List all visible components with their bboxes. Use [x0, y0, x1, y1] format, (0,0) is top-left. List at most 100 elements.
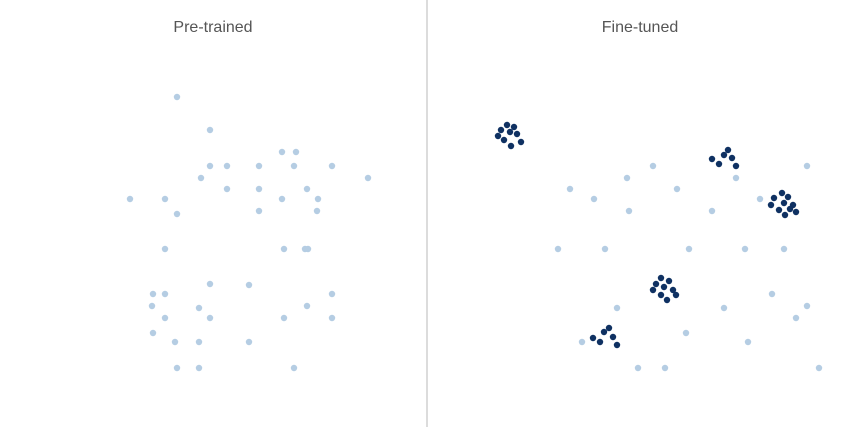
- finetuned-point-s1-18: [768, 202, 774, 208]
- finetuned-point-s1-2: [511, 124, 517, 130]
- finetuned-point-s1-8: [508, 143, 514, 149]
- finetuned-point-s0-3: [733, 175, 739, 181]
- finetuned-point-s0-10: [555, 246, 561, 252]
- finetuned-point-s1-10: [721, 152, 727, 158]
- finetuned-point-s1-21: [776, 207, 782, 213]
- finetuned-point-s0-8: [626, 208, 632, 214]
- finetuned-point-s1-16: [771, 195, 777, 201]
- pretrained-point-s0-14: [127, 196, 133, 202]
- pretrained-point-s0-43: [291, 365, 297, 371]
- finetuned-point-s0-7: [757, 196, 763, 202]
- pretrained-point-s0-26: [246, 282, 252, 288]
- finetuned-point-s1-38: [597, 339, 603, 345]
- finetuned-point-s1-9: [725, 147, 731, 153]
- finetuned-point-s0-22: [745, 339, 751, 345]
- pretrained-point-s0-40: [246, 339, 252, 345]
- pretrained-point-s0-8: [329, 163, 335, 169]
- pretrained-point-s0-35: [281, 315, 287, 321]
- finetuned-point-s1-29: [650, 287, 656, 293]
- pretrained-point-s0-21: [162, 246, 168, 252]
- finetuned-point-s0-24: [662, 365, 668, 371]
- pretrained-point-s0-2: [207, 163, 213, 169]
- finetuned-point-s1-0: [504, 122, 510, 128]
- finetuned-point-s0-14: [781, 246, 787, 252]
- pretrained-point-s0-1: [207, 127, 213, 133]
- finetuned-point-s1-5: [514, 131, 520, 137]
- finetuned-point-s1-39: [614, 342, 620, 348]
- finetuned-point-s0-9: [709, 208, 715, 214]
- pretrained-point-s0-24: [305, 246, 311, 252]
- finetuned-point-s1-35: [601, 329, 607, 335]
- finetuned-point-s0-6: [591, 196, 597, 202]
- finetuned-point-s0-5: [674, 186, 680, 192]
- pretrained-point-s0-5: [279, 149, 285, 155]
- left-panel-title: Pre-trained: [173, 19, 252, 36]
- finetuned-point-s1-3: [507, 129, 513, 135]
- finetuned-point-s1-36: [610, 334, 616, 340]
- finetuned-point-s0-21: [579, 339, 585, 345]
- finetuned-point-s0-18: [804, 303, 810, 309]
- finetuned-point-s1-4: [495, 133, 501, 139]
- pretrained-point-s0-33: [162, 315, 168, 321]
- finetuned-point-s0-11: [602, 246, 608, 252]
- pretrained-point-s0-31: [196, 305, 202, 311]
- pretrained-point-s0-36: [329, 315, 335, 321]
- finetuned-point-s1-23: [793, 209, 799, 215]
- pretrained-point-s0-42: [196, 365, 202, 371]
- pretrained-point-s0-29: [329, 291, 335, 297]
- finetuned-point-s1-6: [501, 137, 507, 143]
- finetuned-point-s0-4: [567, 186, 573, 192]
- pretrained-point-s0-3: [224, 163, 230, 169]
- pretrained-point-s0-30: [149, 303, 155, 309]
- pretrained-point-s0-16: [279, 196, 285, 202]
- finetuned-point-s0-23: [635, 365, 641, 371]
- pretrained-point-s0-19: [256, 208, 262, 214]
- right-panel-title: Fine-tuned: [602, 19, 679, 36]
- right-panel-points: [495, 122, 822, 371]
- finetuned-point-s0-25: [816, 365, 822, 371]
- pretrained-point-s0-32: [304, 303, 310, 309]
- pretrained-point-s0-10: [365, 175, 371, 181]
- finetuned-point-s1-32: [673, 292, 679, 298]
- pretrained-point-s0-38: [172, 339, 178, 345]
- pretrained-point-s0-6: [293, 149, 299, 155]
- finetuned-point-s1-37: [590, 335, 596, 341]
- finetuned-point-s1-24: [782, 212, 788, 218]
- finetuned-point-s1-15: [779, 190, 785, 196]
- finetuned-point-s1-1: [498, 127, 504, 133]
- pretrained-point-s0-34: [207, 315, 213, 321]
- pretrained-point-s0-13: [304, 186, 310, 192]
- pretrained-point-s0-39: [196, 339, 202, 345]
- finetuned-point-s0-13: [742, 246, 748, 252]
- finetuned-point-s0-12: [686, 246, 692, 252]
- pretrained-point-s0-27: [150, 291, 156, 297]
- pretrained-point-s0-9: [198, 175, 204, 181]
- pretrained-point-s0-41: [174, 365, 180, 371]
- pretrained-point-s0-17: [315, 196, 321, 202]
- pretrained-point-s0-37: [150, 330, 156, 336]
- finetuned-point-s1-7: [518, 139, 524, 145]
- pretrained-point-s0-18: [174, 211, 180, 217]
- finetuned-point-s0-15: [769, 291, 775, 297]
- finetuned-point-s1-14: [733, 163, 739, 169]
- finetuned-point-s1-28: [661, 284, 667, 290]
- finetuned-point-s1-25: [658, 275, 664, 281]
- finetuned-point-s1-34: [606, 325, 612, 331]
- finetuned-point-s0-16: [614, 305, 620, 311]
- pretrained-point-s0-28: [162, 291, 168, 297]
- pretrained-point-s0-12: [256, 186, 262, 192]
- finetuned-point-s1-26: [653, 281, 659, 287]
- finetuned-point-s1-17: [785, 194, 791, 200]
- finetuned-point-s0-19: [793, 315, 799, 321]
- pretrained-point-s0-4: [256, 163, 262, 169]
- finetuned-point-s0-1: [804, 163, 810, 169]
- pretrained-point-s0-22: [281, 246, 287, 252]
- finetuned-point-s1-31: [658, 292, 664, 298]
- finetuned-point-s0-2: [624, 175, 630, 181]
- finetuned-point-s1-13: [716, 161, 722, 167]
- finetuned-point-s1-11: [729, 155, 735, 161]
- pretrained-point-s0-25: [207, 281, 213, 287]
- finetuned-point-s1-33: [664, 297, 670, 303]
- finetuned-point-s1-19: [781, 200, 787, 206]
- finetuned-point-s1-27: [666, 278, 672, 284]
